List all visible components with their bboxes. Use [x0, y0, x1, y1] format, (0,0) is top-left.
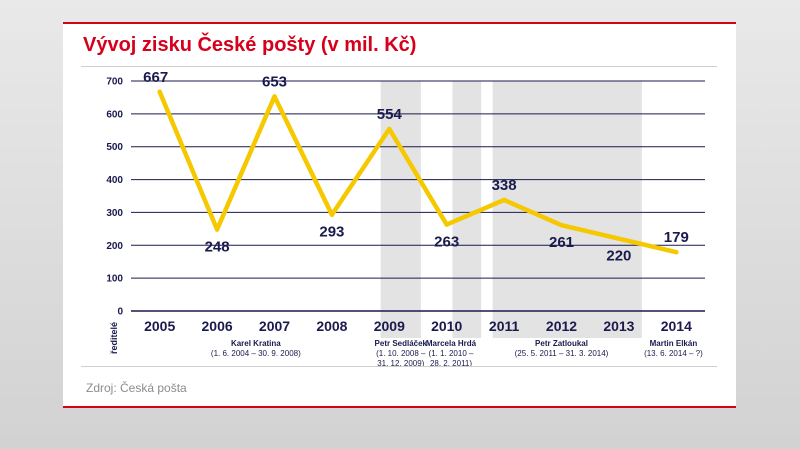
data-point [157, 89, 162, 95]
director-band-3 [492, 81, 642, 338]
director-name: Marcela Hrdá [426, 339, 477, 348]
director-term: (1. 10. 2008 – [376, 349, 426, 358]
y-tick-label: 500 [106, 142, 123, 153]
value-label: 220 [606, 248, 631, 265]
director-term: (13. 6. 2014 – ?) [644, 349, 703, 358]
source-note: Zdroj: Česká pošta [86, 381, 187, 395]
x-tick-label: 2008 [316, 318, 347, 334]
x-tick-label: 2009 [374, 318, 405, 334]
data-point [559, 223, 564, 228]
director-labels: Karel Kratina(1. 6. 2004 – 30. 9. 2008) P… [211, 339, 703, 367]
y-tick-label: 400 [106, 175, 123, 186]
x-tick-label: 2005 [144, 318, 175, 334]
director-term: (25. 5. 2011 – 31. 3. 2014) [515, 349, 609, 358]
x-tick-label: 2012 [546, 318, 577, 334]
y-tick-label: 700 [106, 77, 123, 88]
director-name: Karel Kratina [231, 339, 281, 348]
y-tick-label: 100 [106, 274, 123, 285]
line-chart: 0 100 200 300 400 500 600 700 667 248 653 293 554 26… [106, 69, 705, 367]
data-point [329, 212, 335, 217]
value-label: 293 [319, 224, 344, 241]
director-name: Petr Sedláček [375, 339, 428, 348]
x-tick-label: 2007 [259, 318, 290, 334]
chart-card: Vývoj zisku České pošty (v mil. Kč) 0 100… [63, 22, 736, 408]
value-label: 261 [549, 234, 574, 251]
director-name: Petr Zatloukal [535, 339, 588, 348]
data-point [272, 94, 277, 99]
bottom-red-rule [63, 406, 736, 408]
director-term: 31. 12. 2009) [377, 359, 424, 367]
x-axis-ticks: 2005 2006 2007 2008 2009 2010 2011 2012 2013 2014 [144, 318, 692, 334]
data-point [214, 227, 220, 232]
data-labels: 667 248 653 293 554 263 338 261 220 179 [143, 69, 689, 265]
director-name: Martin Elkán [650, 339, 698, 348]
x-tick-label: 2010 [431, 318, 462, 334]
value-label: 248 [205, 239, 230, 256]
source-divider [81, 366, 717, 367]
profit-series [157, 89, 679, 255]
profit-line [157, 89, 679, 255]
data-point [444, 222, 449, 227]
value-label: 667 [143, 69, 168, 86]
title-divider [81, 66, 717, 67]
data-point [387, 126, 392, 132]
value-label: 653 [262, 73, 287, 90]
y-tick-label: 300 [106, 208, 123, 219]
value-label: 338 [492, 177, 517, 194]
x-tick-label: 2006 [202, 318, 233, 334]
x-tick-label: 2014 [661, 318, 692, 334]
value-label: 263 [434, 234, 459, 251]
x-tick-label: 2013 [603, 318, 634, 334]
director-band-1 [380, 81, 421, 338]
data-point [501, 197, 507, 203]
directors-axis-label: ředitelé [109, 322, 119, 354]
data-point [674, 249, 679, 255]
y-tick-label: 0 [117, 307, 123, 318]
x-tick-label: 2011 [489, 318, 520, 334]
y-tick-label: 600 [106, 109, 123, 120]
director-term: (1. 1. 2010 – [429, 349, 474, 358]
y-axis-ticks: 0 100 200 300 400 500 600 700 [106, 77, 123, 318]
data-point [616, 236, 622, 241]
value-label: 179 [664, 229, 689, 246]
value-label: 554 [377, 106, 403, 123]
y-tick-label: 200 [106, 241, 123, 252]
director-term: (1. 6. 2004 – 30. 9. 2008) [211, 349, 301, 358]
chart-title: Vývoj zisku České pošty (v mil. Kč) [83, 34, 417, 56]
director-term: 28. 2. 2011) [430, 359, 472, 367]
top-red-rule [63, 22, 736, 24]
director-bands [380, 81, 642, 338]
